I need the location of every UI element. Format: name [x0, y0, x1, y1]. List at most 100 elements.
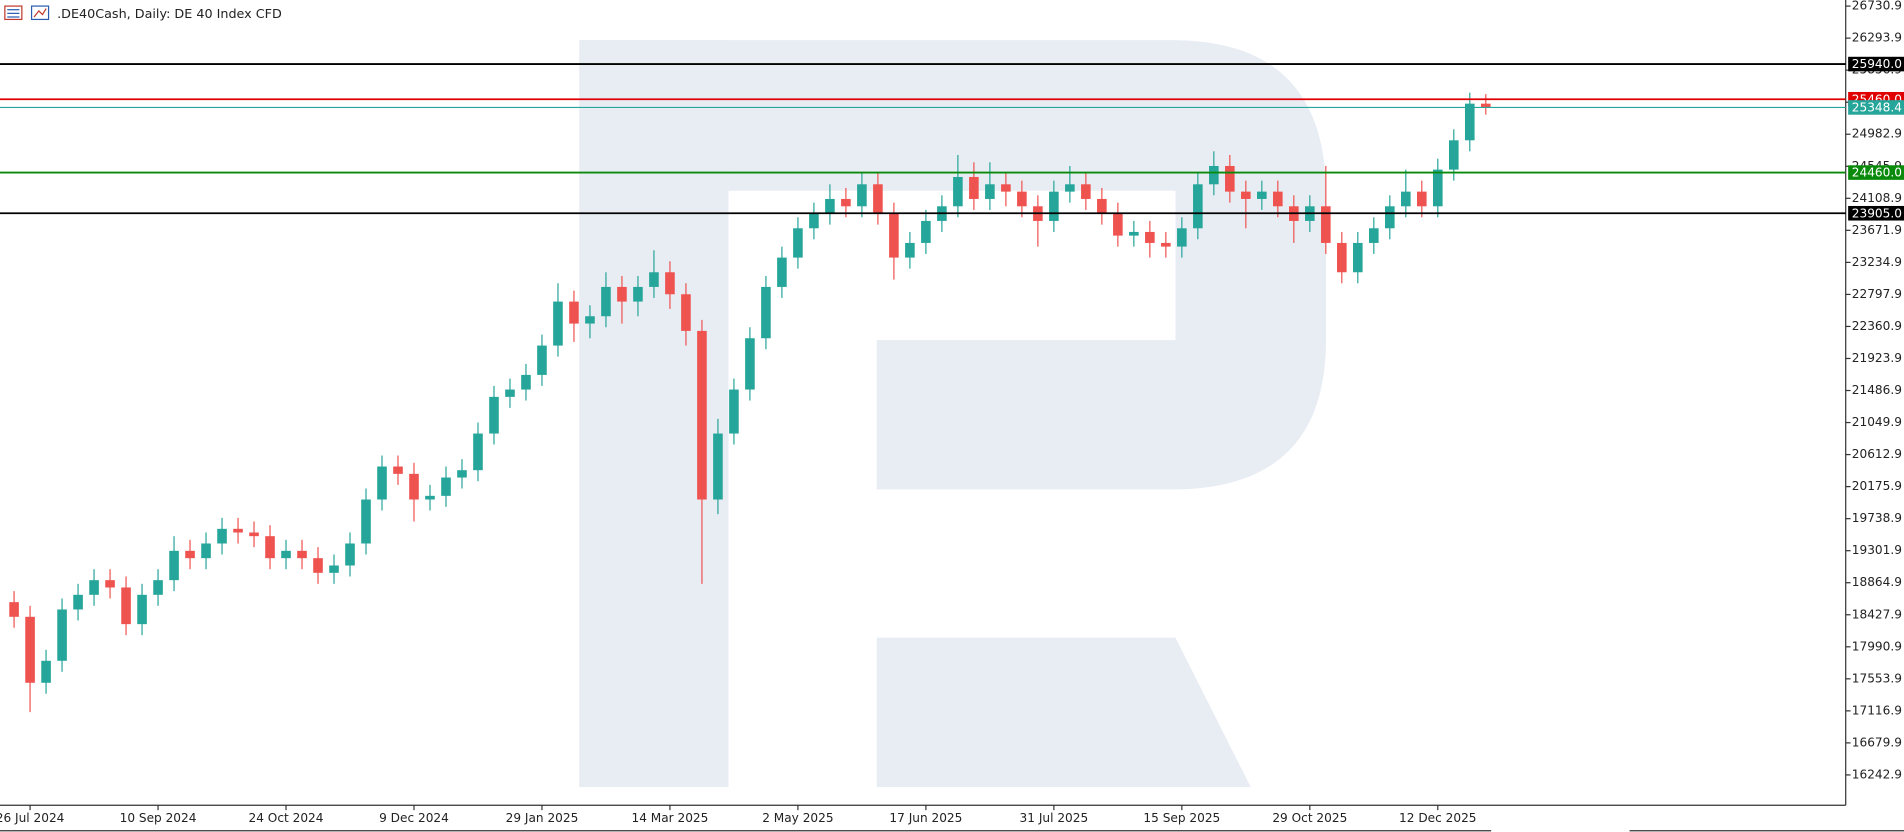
candle-body [233, 528, 243, 533]
y-tick-label: 24982.9 [1852, 127, 1902, 141]
chart-title: .DE40Cash, Daily: DE 40 Index CFD [57, 7, 282, 22]
candle-body [1049, 191, 1059, 221]
candle-body [297, 550, 307, 559]
level-label: 24460.0 [1852, 166, 1902, 180]
candle-body [217, 528, 227, 544]
candle-body [1273, 191, 1283, 207]
y-tick-label: 17116.9 [1852, 703, 1902, 717]
candle-body [1113, 213, 1123, 236]
candle-body [745, 338, 755, 390]
y-tick-label: 22360.9 [1852, 319, 1902, 333]
candle-body [905, 242, 915, 258]
y-tick-label: 23234.9 [1852, 255, 1902, 269]
candle-body [1337, 242, 1347, 273]
x-tick-label: 10 Sep 2024 [120, 811, 197, 825]
x-tick-label: 31 Jul 2025 [1020, 811, 1089, 825]
candle-body [1369, 228, 1379, 243]
x-tick-label: 29 Oct 2025 [1272, 811, 1347, 825]
candle-body [1257, 191, 1267, 199]
candle-body [361, 499, 371, 544]
candle-body [537, 345, 547, 375]
y-tick-label: 18427.9 [1852, 607, 1902, 621]
candle-body [41, 660, 51, 683]
x-tick-label: 29 Jan 2025 [506, 811, 579, 825]
y-tick-label: 17990.9 [1852, 639, 1902, 653]
toolbar-icons [4, 5, 50, 21]
candle-body [73, 594, 83, 610]
candle-body [1097, 198, 1107, 214]
candle-body [201, 543, 211, 559]
candle-body [105, 580, 115, 588]
candle-body [1017, 191, 1027, 207]
y-tick-label: 19738.9 [1852, 511, 1902, 525]
candle-body [617, 286, 627, 302]
y-tick-label: 21049.9 [1852, 415, 1902, 429]
candle-body [57, 609, 67, 661]
level-label-box [1848, 56, 1904, 72]
y-tick-label: 21923.9 [1852, 351, 1902, 365]
candle-body [505, 389, 515, 397]
candle-body [873, 184, 883, 214]
candle-body [169, 550, 179, 581]
level-label-box [1848, 205, 1904, 221]
candle-body [441, 477, 451, 496]
level-label: 25940.0 [1852, 57, 1902, 71]
candle-body [9, 602, 19, 617]
candle-body [1385, 206, 1395, 229]
candle-body [809, 213, 819, 229]
level-label: 25348.4 [1852, 101, 1902, 115]
candle-body [713, 433, 723, 500]
candle-body [1065, 184, 1075, 192]
candle-body [969, 176, 979, 199]
candle-body [665, 272, 675, 295]
candle-body [1001, 184, 1011, 192]
y-tick-label: 20175.9 [1852, 479, 1902, 493]
candle-body [1464, 103, 1475, 141]
candle-body [1177, 228, 1187, 247]
candle-body [921, 220, 931, 243]
candle-body [377, 466, 387, 500]
candle-body [697, 330, 707, 500]
candle-body [153, 580, 163, 595]
candle-body [1416, 191, 1427, 207]
candle-body [1145, 231, 1155, 243]
candle-body [1129, 231, 1139, 236]
candle-body [649, 272, 659, 287]
candle-body [425, 495, 435, 500]
x-tick-label: 14 Mar 2025 [632, 811, 709, 825]
y-tick-label: 19301.9 [1852, 543, 1902, 557]
candle-body [265, 536, 275, 559]
candle-body [1321, 206, 1331, 243]
x-tick-label: 24 Oct 2024 [249, 811, 324, 825]
candle-body [249, 532, 259, 537]
candle-body [1241, 191, 1251, 199]
x-tick-label: 2 May 2025 [762, 811, 833, 825]
candle-body [553, 301, 563, 346]
y-tick-label: 22797.9 [1852, 287, 1902, 301]
watermark [579, 40, 1326, 788]
y-tick-label: 26293.9 [1852, 31, 1902, 45]
candle-body [777, 257, 787, 287]
x-tick-label: 12 Dec 2025 [1399, 811, 1476, 825]
y-tick-label: 26730.9 [1852, 0, 1902, 13]
candle-body [953, 176, 963, 207]
candle-body [585, 316, 595, 324]
candle-body [473, 433, 483, 471]
x-tick-label: 26 Jul 2024 [0, 811, 65, 825]
y-tick-label: 20612.9 [1852, 447, 1902, 461]
candle-body [409, 473, 419, 500]
candle-body [89, 580, 99, 595]
candle-body [457, 470, 467, 478]
level-label: 23905.0 [1852, 206, 1902, 220]
candle-body [841, 198, 851, 207]
candle-body [681, 294, 691, 331]
candle-body [521, 374, 531, 390]
candle-body [1432, 169, 1443, 207]
candle-body [281, 550, 291, 559]
candle-body [329, 565, 339, 573]
candle-body [569, 301, 579, 324]
candle-body [633, 286, 643, 302]
candle-body [1480, 103, 1491, 108]
candle-body [185, 550, 195, 559]
y-tick-label: 16242.9 [1852, 767, 1902, 781]
